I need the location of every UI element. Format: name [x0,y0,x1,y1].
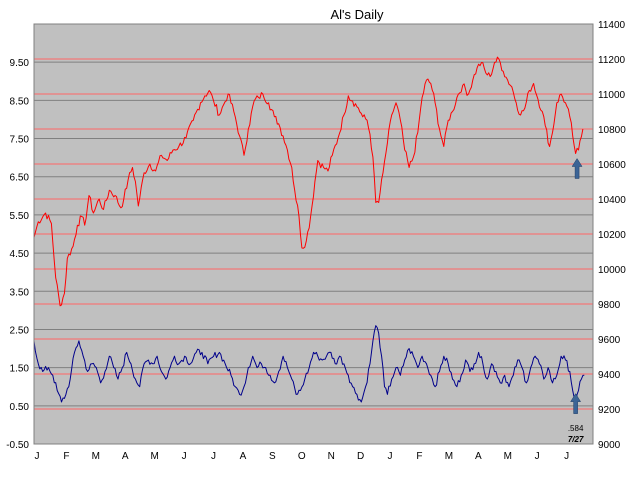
x-tick-label: N [328,451,335,462]
x-tick-label: S [269,451,276,462]
x-tick-label: J [535,451,540,462]
right-tick-label: 10600 [598,160,626,171]
plot-frame [33,23,594,445]
left-tick-label: 5.50 [10,211,30,222]
left-tick-label: 4.50 [10,249,30,260]
x-tick-label: J [211,451,216,462]
left-tick-label: 7.50 [10,135,30,146]
x-tick-label: D [357,451,364,462]
arrow-up-icon [570,393,582,414]
arrow-up-icon [571,158,583,179]
right-tick-label: 10800 [598,125,626,136]
left-tick-label: 2.50 [10,325,30,336]
left-tick-label: 9.50 [10,58,30,69]
right-tick-label: 10200 [598,230,626,241]
left-gridlines [34,61,593,445]
x-tick-label: O [298,451,306,462]
left-tick-label: 3.50 [10,287,30,298]
right-tick-label: 9600 [598,335,621,346]
date-label: 7/27 [568,435,584,444]
x-tick-label: J [182,451,187,462]
right-tick-label: 11200 [598,55,626,66]
chart-title: Al's Daily [330,7,384,22]
left-tick-label: 8.50 [10,96,30,107]
left-tick-label: 0.50 [10,402,30,413]
right-tick-label: 9000 [598,440,621,451]
annotations: .584 7/27 [568,158,584,444]
left-tick-label: 6.50 [10,173,30,184]
x-tick-label: M [504,451,512,462]
series-line-blue [33,325,585,404]
series-layer [33,56,585,404]
x-tick-label: J [564,451,569,462]
x-tick-label: M [151,451,159,462]
left-tick-label: -0.50 [6,440,29,451]
right-tick-label: 11000 [598,90,626,101]
min-value-label: .584 [568,424,584,433]
right-tick-label: 9400 [598,370,621,381]
x-tick-label: J [388,451,393,462]
x-tick-label: M [445,451,453,462]
right-axis-ticks: 9000 9200 9400 9600 9800 10000 10200 10400 10600… [598,20,626,451]
left-axis-ticks: -0.50 0.50 1.50 2.50 3.50 4.50 5.50 6.50 7.50 8.5… [6,58,29,451]
right-tick-label: 11400 [598,20,626,31]
x-tick-label: F [416,451,422,462]
right-tick-label: 9200 [598,405,621,416]
right-tick-label: 10000 [598,265,626,276]
series-line-red [33,56,584,307]
x-tick-label: F [63,451,69,462]
left-tick-label: 1.50 [10,364,30,375]
right-tick-label: 10400 [598,195,626,206]
x-tick-label: J [35,451,40,462]
x-tick-label: M [92,451,100,462]
right-tick-label: 9800 [598,300,621,311]
x-tick-label: A [240,451,247,462]
x-tick-label: A [475,451,482,462]
x-tick-label: A [122,451,129,462]
